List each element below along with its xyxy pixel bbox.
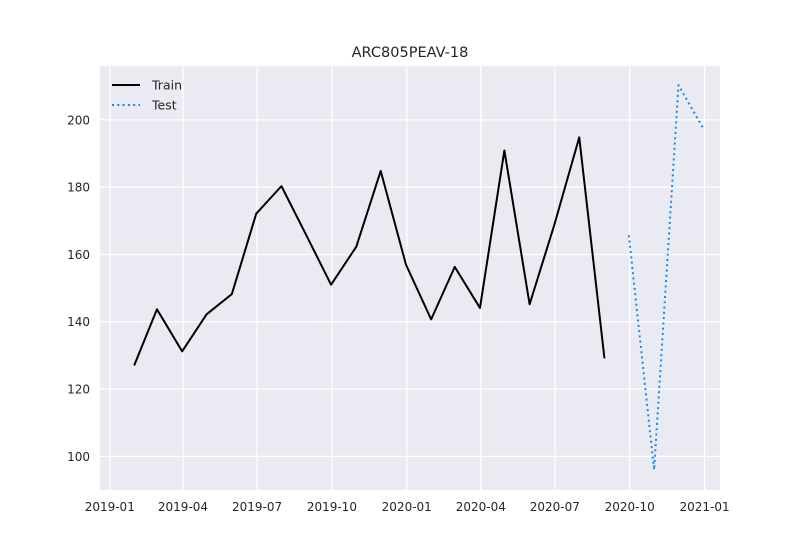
y-tick-label: 160 xyxy=(67,248,90,262)
y-tick-label: 120 xyxy=(67,383,90,397)
x-tick-label: 2019-07 xyxy=(232,500,282,514)
grid-lines xyxy=(100,66,720,490)
series-line-test xyxy=(627,84,705,471)
axis-ticks: 100 120 140 160 180 200 2019-01 2019-04 2019-07 2… xyxy=(67,113,730,514)
y-tick-label: 200 xyxy=(67,113,90,127)
chart-title: ARC805PEAV-18 xyxy=(352,45,469,61)
x-tick-label: 2019-04 xyxy=(158,500,208,514)
x-tick-label: 2020-07 xyxy=(530,500,580,514)
y-tick-label: 100 xyxy=(67,450,90,464)
x-tick-label: 2019-10 xyxy=(307,500,357,514)
x-tick-label: 2020-10 xyxy=(605,500,655,514)
y-tick-label: 140 xyxy=(67,315,90,329)
x-tick-label: 2020-01 xyxy=(382,500,432,514)
y-tick-label: 180 xyxy=(67,181,90,195)
x-tick-label: 2021-01 xyxy=(679,500,729,514)
series-line-train xyxy=(133,136,606,366)
x-tick-label: 2020-04 xyxy=(456,500,506,514)
series-lines xyxy=(133,84,705,471)
x-tick-label: 2019-01 xyxy=(85,500,135,514)
legend-label-test: Test xyxy=(151,98,177,113)
legend-label-train: Train xyxy=(151,78,182,93)
plot-area xyxy=(100,66,720,490)
legend: Train Test xyxy=(112,78,182,113)
